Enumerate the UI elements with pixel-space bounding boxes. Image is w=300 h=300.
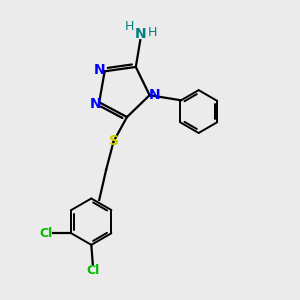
Text: N: N	[94, 63, 105, 77]
Text: S: S	[109, 134, 118, 148]
Text: N: N	[149, 88, 161, 102]
Text: H: H	[125, 20, 135, 33]
Text: Cl: Cl	[40, 227, 53, 240]
Text: N: N	[90, 97, 101, 111]
Text: H: H	[148, 26, 158, 39]
Text: Cl: Cl	[86, 264, 99, 277]
Text: N: N	[134, 27, 146, 41]
